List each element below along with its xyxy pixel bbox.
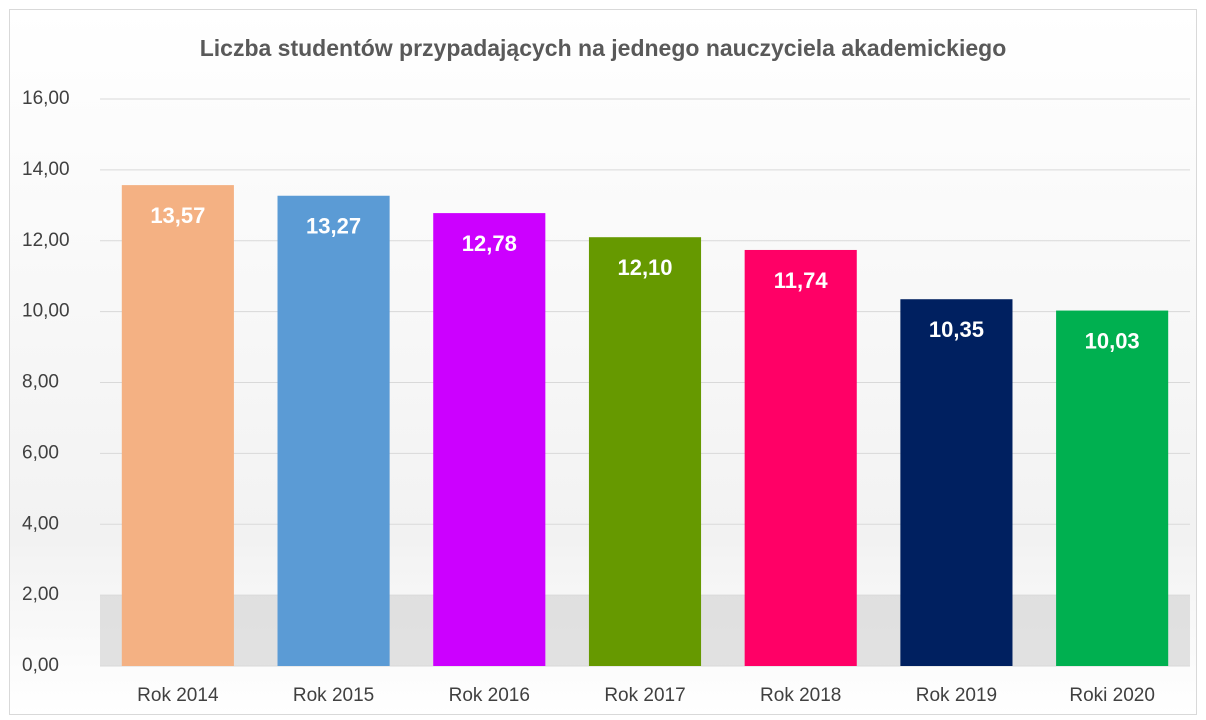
x-tick-label: Roki 2020 bbox=[1069, 685, 1155, 706]
x-tick-label: Rok 2018 bbox=[760, 685, 841, 706]
x-tick-label: Rok 2016 bbox=[449, 685, 530, 706]
y-tick-label: 14,00 bbox=[22, 159, 70, 180]
bar bbox=[433, 213, 546, 666]
value-label: 10,35 bbox=[929, 317, 984, 342]
value-label: 10,03 bbox=[1085, 328, 1140, 353]
y-tick-label: 16,00 bbox=[22, 88, 70, 109]
value-label: 12,78 bbox=[462, 231, 517, 256]
y-tick-label: 8,00 bbox=[22, 372, 59, 393]
x-tick-label: Rok 2015 bbox=[293, 685, 374, 706]
y-tick-label: 4,00 bbox=[22, 513, 59, 534]
value-label: 12,10 bbox=[617, 255, 672, 280]
value-label: 13,27 bbox=[306, 214, 361, 239]
value-label: 13,57 bbox=[150, 203, 205, 228]
x-tick-label: Rok 2014 bbox=[137, 685, 219, 706]
value-label: 11,74 bbox=[774, 268, 829, 293]
bar bbox=[588, 237, 702, 667]
y-tick-label: 6,00 bbox=[22, 442, 59, 463]
y-tick-label: 12,00 bbox=[22, 230, 70, 251]
y-tick-label: 10,00 bbox=[22, 301, 70, 322]
y-tick-label: 2,00 bbox=[22, 584, 59, 605]
bar bbox=[277, 195, 390, 666]
bar bbox=[900, 299, 1013, 666]
y-tick-label: 0,00 bbox=[22, 655, 59, 676]
bar bbox=[744, 249, 857, 666]
x-tick-label: Rok 2017 bbox=[604, 685, 685, 706]
chart-title: Liczba studentów przypadających na jedne… bbox=[200, 35, 1007, 61]
bar bbox=[1056, 310, 1169, 666]
x-tick-label: Rok 2019 bbox=[916, 685, 997, 706]
bar bbox=[121, 185, 234, 666]
